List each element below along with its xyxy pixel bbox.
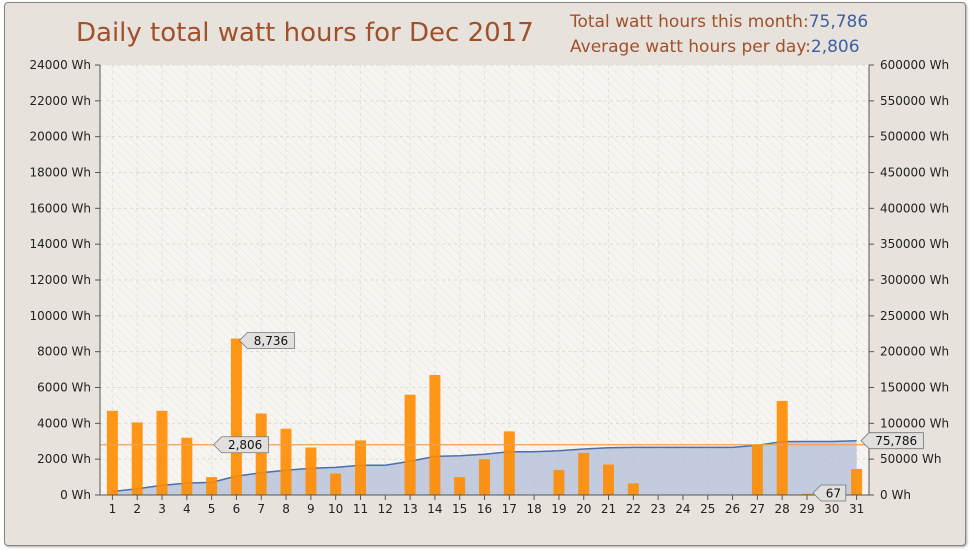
bar-day-29 <box>801 493 813 495</box>
left-tick-label: 24000 Wh <box>30 58 91 72</box>
x-tick-label: 26 <box>725 502 740 516</box>
bar-day-10 <box>330 473 342 495</box>
max-value-label-box <box>238 332 295 349</box>
bar-day-1 <box>106 410 118 495</box>
left-tick-label: 2000 Wh <box>37 452 91 466</box>
x-tick-label: 21 <box>601 502 616 516</box>
chart-title: Daily total watt hours for Dec 2017 <box>76 18 534 48</box>
bar-day-27 <box>751 444 763 495</box>
x-tick-label: 24 <box>675 502 690 516</box>
x-tick-label: 1 <box>109 502 117 516</box>
x-tick-label: 27 <box>750 502 765 516</box>
left-tick-label: 22000 Wh <box>30 94 91 108</box>
total-value-label: 75,786 <box>875 434 917 448</box>
x-tick-label: 16 <box>477 502 492 516</box>
bar-day-22 <box>627 483 639 495</box>
bar-day-4 <box>181 437 193 495</box>
x-tick-label: 11 <box>353 502 368 516</box>
x-tick-label: 4 <box>183 502 191 516</box>
bar-day-28 <box>776 400 788 495</box>
x-tick-label: 18 <box>526 502 541 516</box>
bar-day-15 <box>454 477 466 495</box>
bar-day-14 <box>429 375 441 495</box>
right-tick-label: 300000 Wh <box>880 273 949 287</box>
x-tick-label: 20 <box>576 502 591 516</box>
average-value: 2,806 <box>810 37 860 57</box>
x-tick-label: 8 <box>282 502 290 516</box>
x-tick-label: 2 <box>133 502 141 516</box>
bar-day-9 <box>305 447 317 495</box>
left-tick-label: 10000 Wh <box>30 309 91 323</box>
bar-day-6 <box>230 338 242 495</box>
total-value: 75,786 <box>808 12 869 32</box>
average-value-label: 2,806 <box>228 438 262 452</box>
right-tick-label: 0 Wh <box>880 488 911 502</box>
right-tick-label: 250000 Wh <box>880 309 949 323</box>
right-tick-label: 600000 Wh <box>880 58 949 72</box>
x-tick-label: 13 <box>402 502 417 516</box>
left-tick-label: 8000 Wh <box>37 345 91 359</box>
left-tick-label: 14000 Wh <box>30 237 91 251</box>
total-stat: Total watt hours this month:75,786 <box>570 12 868 32</box>
right-tick-label: 450000 Wh <box>880 166 949 180</box>
left-tick-label: 6000 Wh <box>37 381 91 395</box>
right-tick-label: 500000 Wh <box>880 130 949 144</box>
left-tick-label: 4000 Wh <box>37 416 91 430</box>
x-tick-label: 17 <box>502 502 517 516</box>
x-tick-label: 5 <box>208 502 216 516</box>
min-value-label-box <box>812 484 847 502</box>
average-value-label-box <box>213 436 270 454</box>
bar-day-16 <box>479 459 490 495</box>
bar-day-31 <box>851 469 863 495</box>
bar-day-7 <box>255 413 267 495</box>
x-tick-label: 28 <box>775 502 790 516</box>
average-label: Average watt hours per day: <box>570 37 811 57</box>
bar-day-8 <box>280 428 292 495</box>
bar-day-19 <box>553 469 565 495</box>
right-tick-label: 50000 Wh <box>880 452 941 466</box>
right-tick-label: 400000 Wh <box>880 201 949 215</box>
total-value-label-box <box>860 432 924 450</box>
right-tick-label: 550000 Wh <box>880 94 949 108</box>
left-tick-label: 16000 Wh <box>30 201 91 215</box>
bar-day-2 <box>131 422 143 495</box>
total-label: Total watt hours this month: <box>570 12 809 32</box>
bar-day-20 <box>578 452 590 495</box>
right-tick-label: 150000 Wh <box>880 381 949 395</box>
left-tick-label: 0 Wh <box>60 488 91 502</box>
x-tick-label: 3 <box>158 502 166 516</box>
average-stat: Average watt hours per day:2,806 <box>570 37 860 57</box>
x-tick-label: 22 <box>626 502 641 516</box>
x-tick-label: 14 <box>427 502 442 516</box>
right-tick-label: 100000 Wh <box>880 416 949 430</box>
x-tick-label: 23 <box>651 502 666 516</box>
bar-day-21 <box>603 464 614 495</box>
left-tick-label: 18000 Wh <box>30 166 91 180</box>
x-tick-label: 6 <box>233 502 241 516</box>
x-tick-label: 9 <box>307 502 315 516</box>
x-tick-label: 7 <box>257 502 265 516</box>
x-tick-label: 12 <box>378 502 393 516</box>
max-value-label: 8,736 <box>254 334 288 348</box>
x-tick-label: 15 <box>452 502 467 516</box>
x-tick-label: 31 <box>849 502 864 516</box>
right-tick-label: 350000 Wh <box>880 237 949 251</box>
bar-day-17 <box>503 431 515 495</box>
left-tick-label: 12000 Wh <box>30 273 91 287</box>
x-tick-label: 10 <box>328 502 343 516</box>
bar-day-3 <box>156 410 168 495</box>
bar-day-5 <box>206 477 218 495</box>
min-value-label: 67 <box>826 487 841 501</box>
x-tick-label: 30 <box>824 502 839 516</box>
x-tick-label: 19 <box>551 502 566 516</box>
left-tick-label: 20000 Wh <box>30 130 91 144</box>
bar-day-11 <box>355 440 366 495</box>
right-tick-label: 200000 Wh <box>880 345 949 359</box>
x-tick-label: 25 <box>700 502 715 516</box>
x-tick-label: 29 <box>799 502 814 516</box>
